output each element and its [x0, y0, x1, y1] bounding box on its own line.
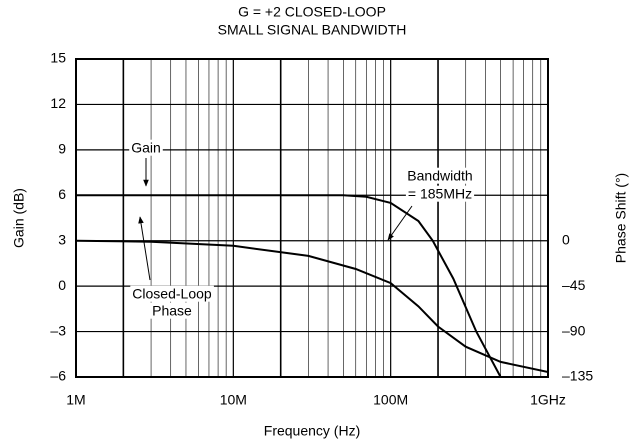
annotation-bg [405, 167, 475, 184]
plot-frame [75, 58, 549, 378]
x-tick-label: 1M [66, 392, 85, 408]
y-tick-label: 3 [58, 231, 66, 247]
annotation: Closed-Loop [132, 286, 212, 302]
y2-tick-label: –90 [562, 322, 586, 338]
annotation: = 185MHz [408, 186, 472, 202]
annotation: Phase [152, 303, 192, 319]
annotation-arrow [138, 216, 151, 281]
y-tick-label: 15 [50, 50, 66, 66]
annotation-bg [129, 139, 163, 156]
y-tick-label: 6 [58, 186, 66, 202]
x-axis-label: Frequency (Hz) [264, 423, 360, 439]
annotation: Gain [131, 140, 161, 156]
annotation-bg [150, 302, 195, 319]
y2-tick-label: –135 [562, 368, 593, 384]
data-line [76, 239, 548, 373]
y-tick-label: 0 [58, 277, 66, 293]
data-line [76, 194, 502, 377]
annotation-arrow [387, 205, 413, 241]
x-tick-label: 10M [220, 392, 247, 408]
y-tick-label: –3 [50, 322, 66, 338]
x-tick-label: 1GHz [530, 392, 566, 408]
y2-axis-label: Phase Shift (°) [613, 173, 629, 263]
y-tick-label: –6 [50, 368, 66, 384]
annotation: Bandwidth [407, 168, 472, 184]
chart-title: SMALL SIGNAL BANDWIDTH [218, 22, 407, 38]
y-tick-label: 9 [58, 141, 66, 157]
annotation-bg [405, 185, 475, 202]
y-tick-label: 12 [50, 95, 66, 111]
chart-title: G = +2 CLOSED-LOOP [238, 4, 386, 20]
y2-tick-label: 0 [562, 231, 570, 247]
y2-tick-label: –45 [562, 277, 586, 293]
annotation-bg [130, 285, 214, 302]
x-tick-label: 100M [373, 392, 408, 408]
y-axis-label: Gain (dB) [11, 188, 27, 248]
